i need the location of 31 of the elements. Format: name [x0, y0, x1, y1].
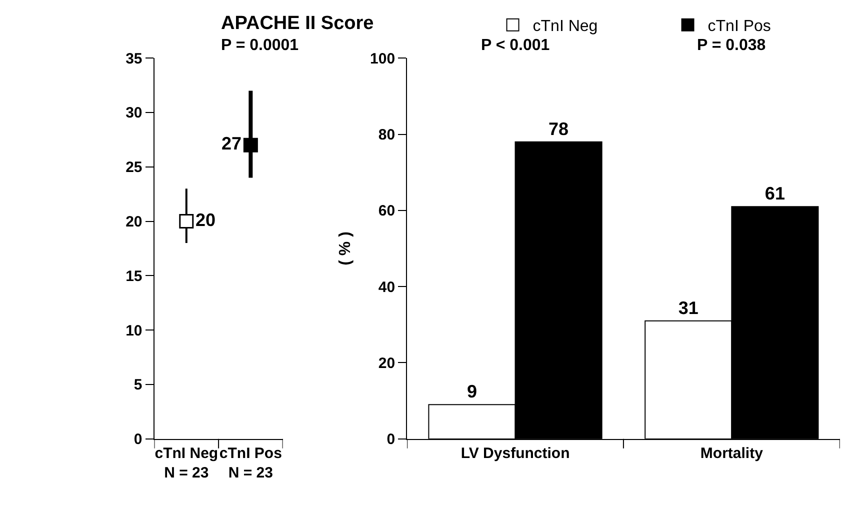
y-tick-label: 5: [134, 376, 142, 394]
text: P = 0.0001: [221, 37, 299, 54]
legend-label: cTnI Neg: [532, 18, 598, 36]
text: P < 0.001: [481, 37, 550, 54]
y-tick-label: 40: [378, 278, 396, 296]
y-tick-label: 30: [126, 104, 142, 122]
y-tick-label: 25: [126, 159, 142, 176]
y-tick-label: 0: [386, 431, 396, 448]
legend-label: cTnI Pos: [708, 18, 771, 36]
y-tick-label: 80: [378, 126, 396, 144]
y-axis-title: ( % ): [336, 232, 354, 266]
data-label: 20: [196, 210, 216, 230]
data-label: 9: [466, 382, 478, 402]
y-tick-label: 35: [126, 50, 142, 68]
x-tick-label: Mortality: [700, 444, 764, 462]
y-tick-label: 20: [126, 214, 142, 231]
y-tick-label: 60: [378, 202, 396, 220]
y-tick-label: 10: [126, 322, 142, 340]
data-label: 78: [548, 118, 569, 139]
data-label: 61: [764, 184, 785, 204]
x-tick-label: cTnI Neg N = 23: [154, 444, 218, 482]
data-label: 31: [678, 298, 698, 318]
chart-title: APACHE II Score: [221, 13, 374, 34]
y-tick-label: 15: [126, 268, 142, 285]
y-tick-label: 20: [378, 354, 396, 372]
text: P = 0.038: [697, 37, 766, 54]
x-tick-label: LV Dysfunction: [460, 444, 570, 462]
x-tick-label: cTnI Pos N = 23: [219, 444, 282, 482]
y-tick-label: 0: [134, 431, 142, 448]
y-tick-label: 100: [370, 50, 396, 68]
data-label: 27: [222, 134, 242, 154]
